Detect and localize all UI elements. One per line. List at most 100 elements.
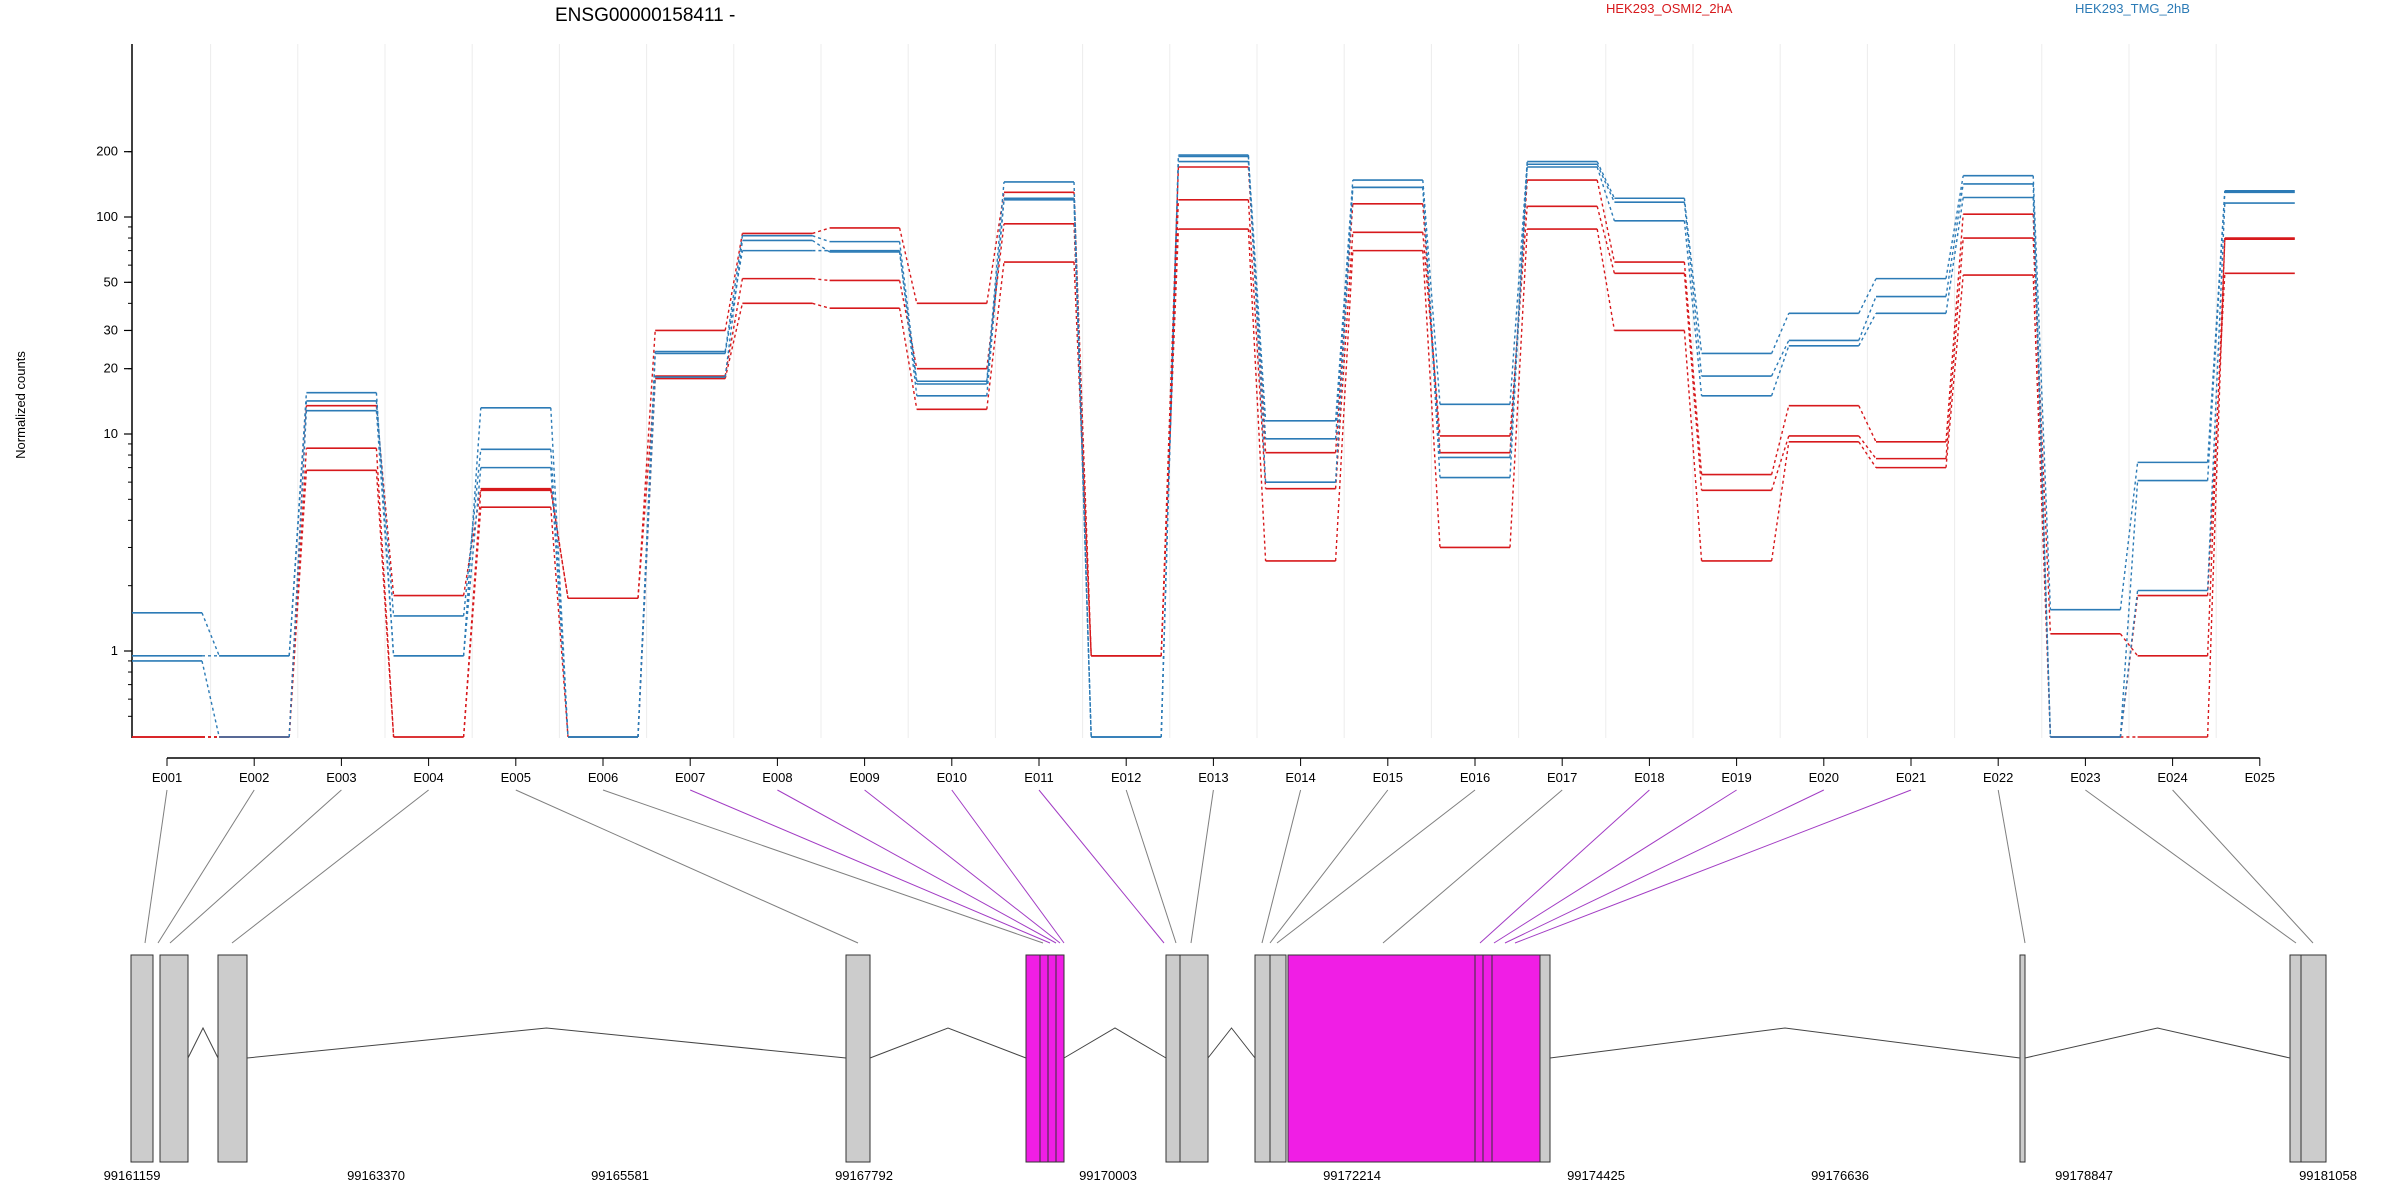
x-tick-label: E023	[2070, 770, 2100, 785]
intron-line	[1549, 1027, 2021, 1059]
exon-transition-mark	[2119, 480, 2139, 738]
exon-transition-mark	[1945, 197, 1964, 314]
exon-transition-mark	[1858, 278, 1877, 314]
intron-line	[187, 1026, 219, 1059]
x-tick-label: E019	[1721, 770, 1751, 785]
exon-transition-mark	[1945, 175, 1964, 279]
x-tick-label: E025	[2245, 770, 2275, 785]
exon-transition-mark	[1770, 340, 1790, 377]
exon-transition-mark	[550, 449, 569, 738]
x-tick-label: E020	[1809, 770, 1839, 785]
exon-connector	[1038, 789, 1165, 944]
exon-transition-mark	[1509, 166, 1528, 458]
series-lines	[132, 154, 2295, 738]
exon-transition-mark	[1247, 229, 1267, 561]
intron-line	[1063, 1027, 1167, 1059]
exon-connector	[1504, 789, 1825, 944]
exon-transition-mark	[2119, 633, 2139, 657]
coordinate-label: 99176636	[1811, 1168, 1869, 1183]
exon-transition-mark	[2119, 590, 2139, 738]
exon-transition-mark	[637, 353, 656, 738]
x-tick-label: E004	[413, 770, 443, 785]
exon-transition-mark	[375, 410, 395, 656]
exon-transition-mark	[812, 302, 830, 309]
axes: 1 10 20 30 50 100 200 E001 E002 E003 E004 E005 E006 E…	[96, 44, 2275, 785]
exon-transition-mark	[724, 240, 744, 378]
exon-transition-mark	[898, 251, 918, 385]
x-tick-label: E016	[1460, 770, 1490, 785]
exon-transition-mark	[1945, 183, 1964, 297]
gene-model: 99161159 99163370 99165581 99167792 99170003…	[104, 954, 2357, 1183]
series-line	[132, 155, 2295, 738]
exon-box	[845, 954, 871, 1163]
exon-transition-mark	[1334, 250, 1354, 561]
x-tick-label: E014	[1285, 770, 1315, 785]
chart-title: ENSG00000158411 -	[555, 5, 735, 26]
exon-transition-mark	[1683, 220, 1703, 396]
exon-transition-mark	[986, 192, 1005, 304]
exon-transition-mark	[1247, 154, 1267, 483]
x-tick-label: E021	[1896, 770, 1926, 785]
y-tick-label: 30	[104, 322, 118, 337]
exon-transition-mark	[375, 392, 395, 656]
exon-connector	[144, 789, 168, 944]
exon-connector	[1261, 789, 1302, 944]
exon-transition-mark	[201, 660, 220, 738]
exon-connector	[2085, 789, 2297, 944]
exon-transition-mark	[2032, 175, 2052, 610]
exon-connector	[1382, 789, 1563, 944]
x-tick-label: E007	[675, 770, 705, 785]
y-tick-label: 200	[96, 144, 118, 159]
exon-box-highlight	[1025, 954, 1065, 1163]
x-tick-label: E018	[1634, 770, 1664, 785]
x-tick-label: E017	[1547, 770, 1577, 785]
x-tick-label: E012	[1111, 770, 1141, 785]
coordinate-label: 99161159	[104, 1168, 161, 1183]
exon-transition-mark	[462, 467, 482, 656]
exon-transition-mark	[1945, 275, 1964, 468]
exon-transition-mark	[1683, 330, 1703, 562]
exon-transition-mark	[1945, 214, 1964, 442]
x-tick-label: E011	[1024, 770, 1053, 785]
x-tick-label: E006	[588, 770, 618, 785]
exon-transition-mark	[724, 235, 744, 352]
exon-transition-mark	[1247, 156, 1267, 421]
exon-transition-mark	[1683, 202, 1703, 377]
exon-transition-mark	[1858, 435, 1877, 460]
intron-line	[246, 1027, 847, 1059]
exon-transition-mark	[1683, 198, 1703, 354]
y-axis-label: Normalized counts	[13, 351, 28, 459]
exon-connector	[951, 789, 1065, 944]
y-tick-label: 100	[96, 209, 118, 224]
exon-transition-mark	[550, 490, 569, 599]
exon-transition-mark	[1858, 441, 1877, 469]
exon-transition-mark	[1160, 155, 1180, 738]
exon-connector	[1125, 789, 1177, 944]
exon-transition-mark	[2206, 192, 2226, 481]
exon-connector	[1269, 789, 1389, 944]
exon-transition-mark	[1247, 199, 1267, 489]
x-tick-label: E022	[1983, 770, 2013, 785]
exon-transition-mark	[898, 308, 918, 410]
exon-transition-mark	[724, 278, 744, 377]
exon-transition-mark	[550, 467, 569, 738]
exon-transition-mark	[1596, 179, 1616, 263]
x-tick-label: E013	[1198, 770, 1228, 785]
exon-box	[1179, 954, 1209, 1163]
x-tick-label: E001	[152, 770, 182, 785]
exon-transition-mark	[462, 507, 482, 738]
exon-connector	[231, 789, 429, 944]
exon-transition-mark	[986, 198, 1005, 385]
exon-box	[1165, 954, 1181, 1163]
exon-transition-mark	[1334, 180, 1354, 421]
exon-transition-mark	[986, 261, 1005, 410]
coordinate-label: 99178847	[2055, 1168, 2113, 1183]
series-line	[132, 228, 2295, 738]
series-line	[132, 166, 2295, 738]
x-tick-label: E010	[937, 770, 967, 785]
exon-transition-mark	[1422, 179, 1441, 405]
exon-box	[217, 954, 248, 1163]
x-tick-label: E009	[849, 770, 879, 785]
exon-transition-mark	[1596, 161, 1616, 199]
exon-transition-mark	[2206, 238, 2226, 738]
